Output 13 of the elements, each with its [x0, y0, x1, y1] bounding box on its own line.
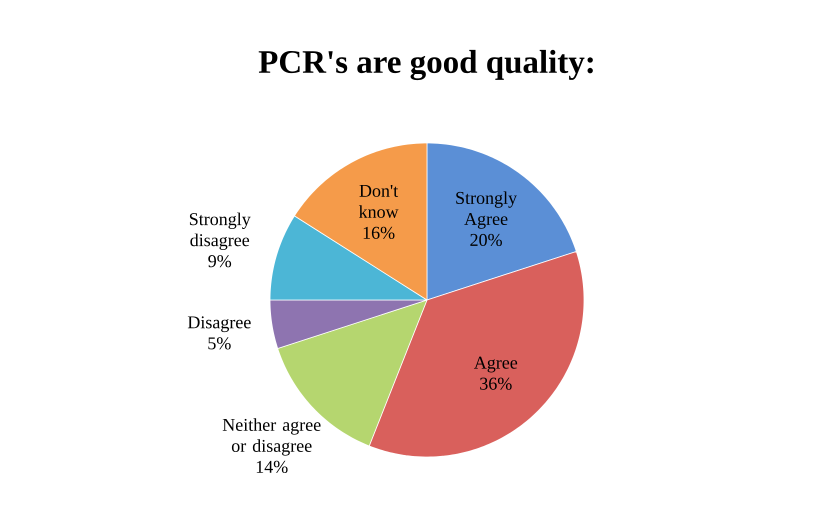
data-label: 16% [364, 226, 394, 239]
data-label: 20% [470, 234, 502, 246]
data-label: 9% [208, 255, 232, 268]
data-label: 36% [480, 378, 512, 390]
slice-label: Strongly Agree [456, 191, 518, 229]
data-label: 5% [208, 337, 231, 350]
data-label: 14% [256, 460, 288, 473]
slice-label: Strongly disagree [190, 212, 251, 250]
slice-label: Don't know [358, 184, 399, 218]
slice-label: Neither agree or disagree [222, 418, 321, 456]
chart-title: PCR's are good quality: [258, 50, 593, 80]
slice-label: Disagree [188, 316, 251, 332]
slice-label: Agree [474, 356, 518, 372]
